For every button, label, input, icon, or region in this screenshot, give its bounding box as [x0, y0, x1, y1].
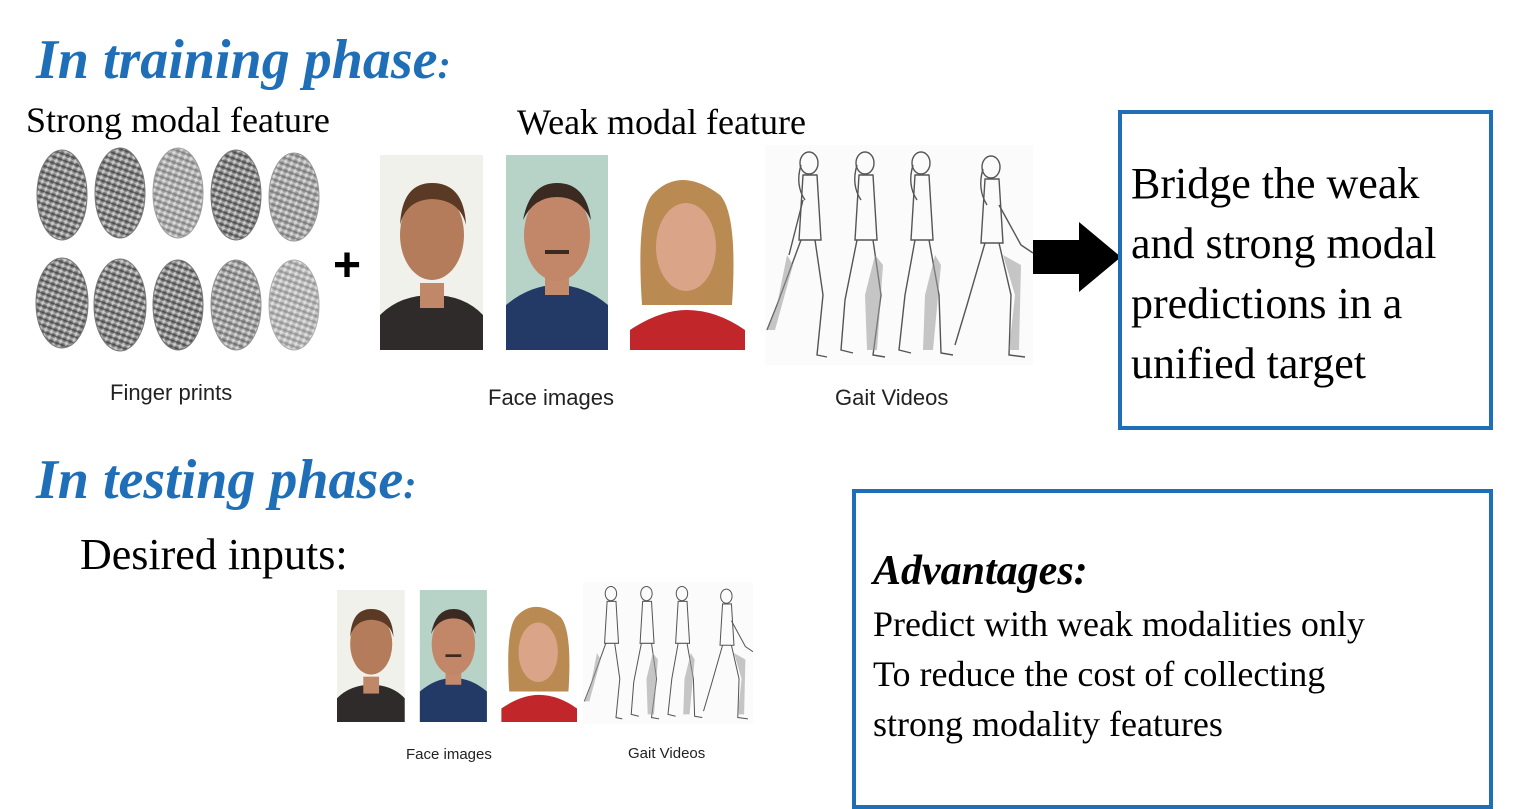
testing-phase-title: In testing phase: — [36, 452, 417, 508]
fingerprints-image — [30, 145, 330, 360]
face-photo-3 — [630, 155, 745, 350]
face-photo-2 — [506, 155, 608, 350]
face-images-caption-small: Face images — [406, 746, 492, 763]
bridge-line: Bridge the weak — [1131, 159, 1420, 208]
plus-sign: + — [333, 239, 362, 292]
face-images — [380, 155, 745, 350]
face-images-caption: Face images — [488, 385, 614, 410]
fingerprints-caption: Finger prints — [110, 380, 233, 405]
advantage-line: Predict with weak modalities only — [873, 604, 1365, 644]
bridge-line: predictions in a — [1131, 279, 1403, 328]
testing-phase-colon: : — [403, 462, 417, 507]
advantage-line: strong modality features — [873, 704, 1223, 744]
gait-images-small — [583, 582, 753, 724]
advantage-line: To reduce the cost of collecting — [873, 654, 1326, 694]
desired-inputs-label: Desired inputs: — [80, 530, 348, 579]
training-phase-title: In training phase: — [36, 32, 451, 88]
gait-videos-caption: Gait Videos — [835, 385, 949, 410]
face-photo-1 — [380, 155, 483, 350]
bridge-line: and strong modal — [1131, 219, 1437, 268]
right-arrow-icon — [1033, 222, 1121, 292]
training-phase-colon: : — [437, 42, 451, 87]
strong-modal-label: Strong modal feature — [26, 100, 330, 140]
bridge-line: unified target — [1131, 339, 1366, 388]
gait-images — [765, 145, 1033, 365]
bridge-box: Bridge the weak and strong modal predict… — [1118, 110, 1493, 430]
face-images-small — [337, 590, 577, 722]
weak-modal-label: Weak modal feature — [517, 102, 806, 142]
testing-phase-title-text: In testing phase — [36, 449, 404, 511]
bridge-box-text: Bridge the weak and strong modal predict… — [1131, 154, 1437, 394]
advantages-list: Predict with weak modalities only To red… — [873, 599, 1365, 749]
training-phase-title-text: In training phase — [36, 29, 438, 91]
advantages-box: Advantages: Predict with weak modalities… — [852, 489, 1493, 809]
gait-videos-caption-small: Gait Videos — [628, 745, 706, 762]
advantages-title: Advantages: — [873, 548, 1088, 594]
